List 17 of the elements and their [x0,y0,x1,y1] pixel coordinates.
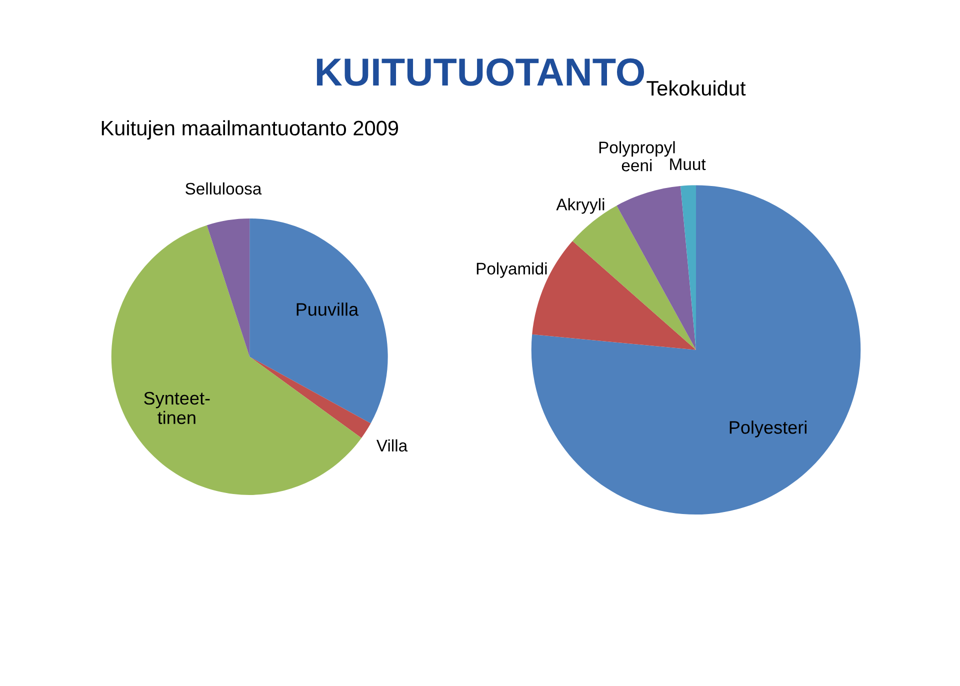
slice-label: Akryyli [556,198,604,214]
pie-slice [616,186,696,350]
chart-title: Kuitujen maailmantuotanto 2009 [102,120,398,140]
slice-label: Muut [670,158,706,170]
pie-slice [206,218,250,357]
pie-slice [680,185,696,350]
slice-label: Polyamidi [476,262,547,278]
chart-title: Tekokuidut [646,80,746,96]
slice-label: Selluloosa [186,182,262,195]
slice-label: Villa [376,439,408,452]
pie-slice [250,356,371,438]
slice-label: Polyesteri [730,420,806,438]
slice-label: Synteet- tinen [144,392,210,424]
slice-label: Puuvilla [296,302,359,316]
pie-slice [111,225,362,495]
text: KUITUTUOTANTO [316,58,644,86]
pie-slice [250,218,388,424]
